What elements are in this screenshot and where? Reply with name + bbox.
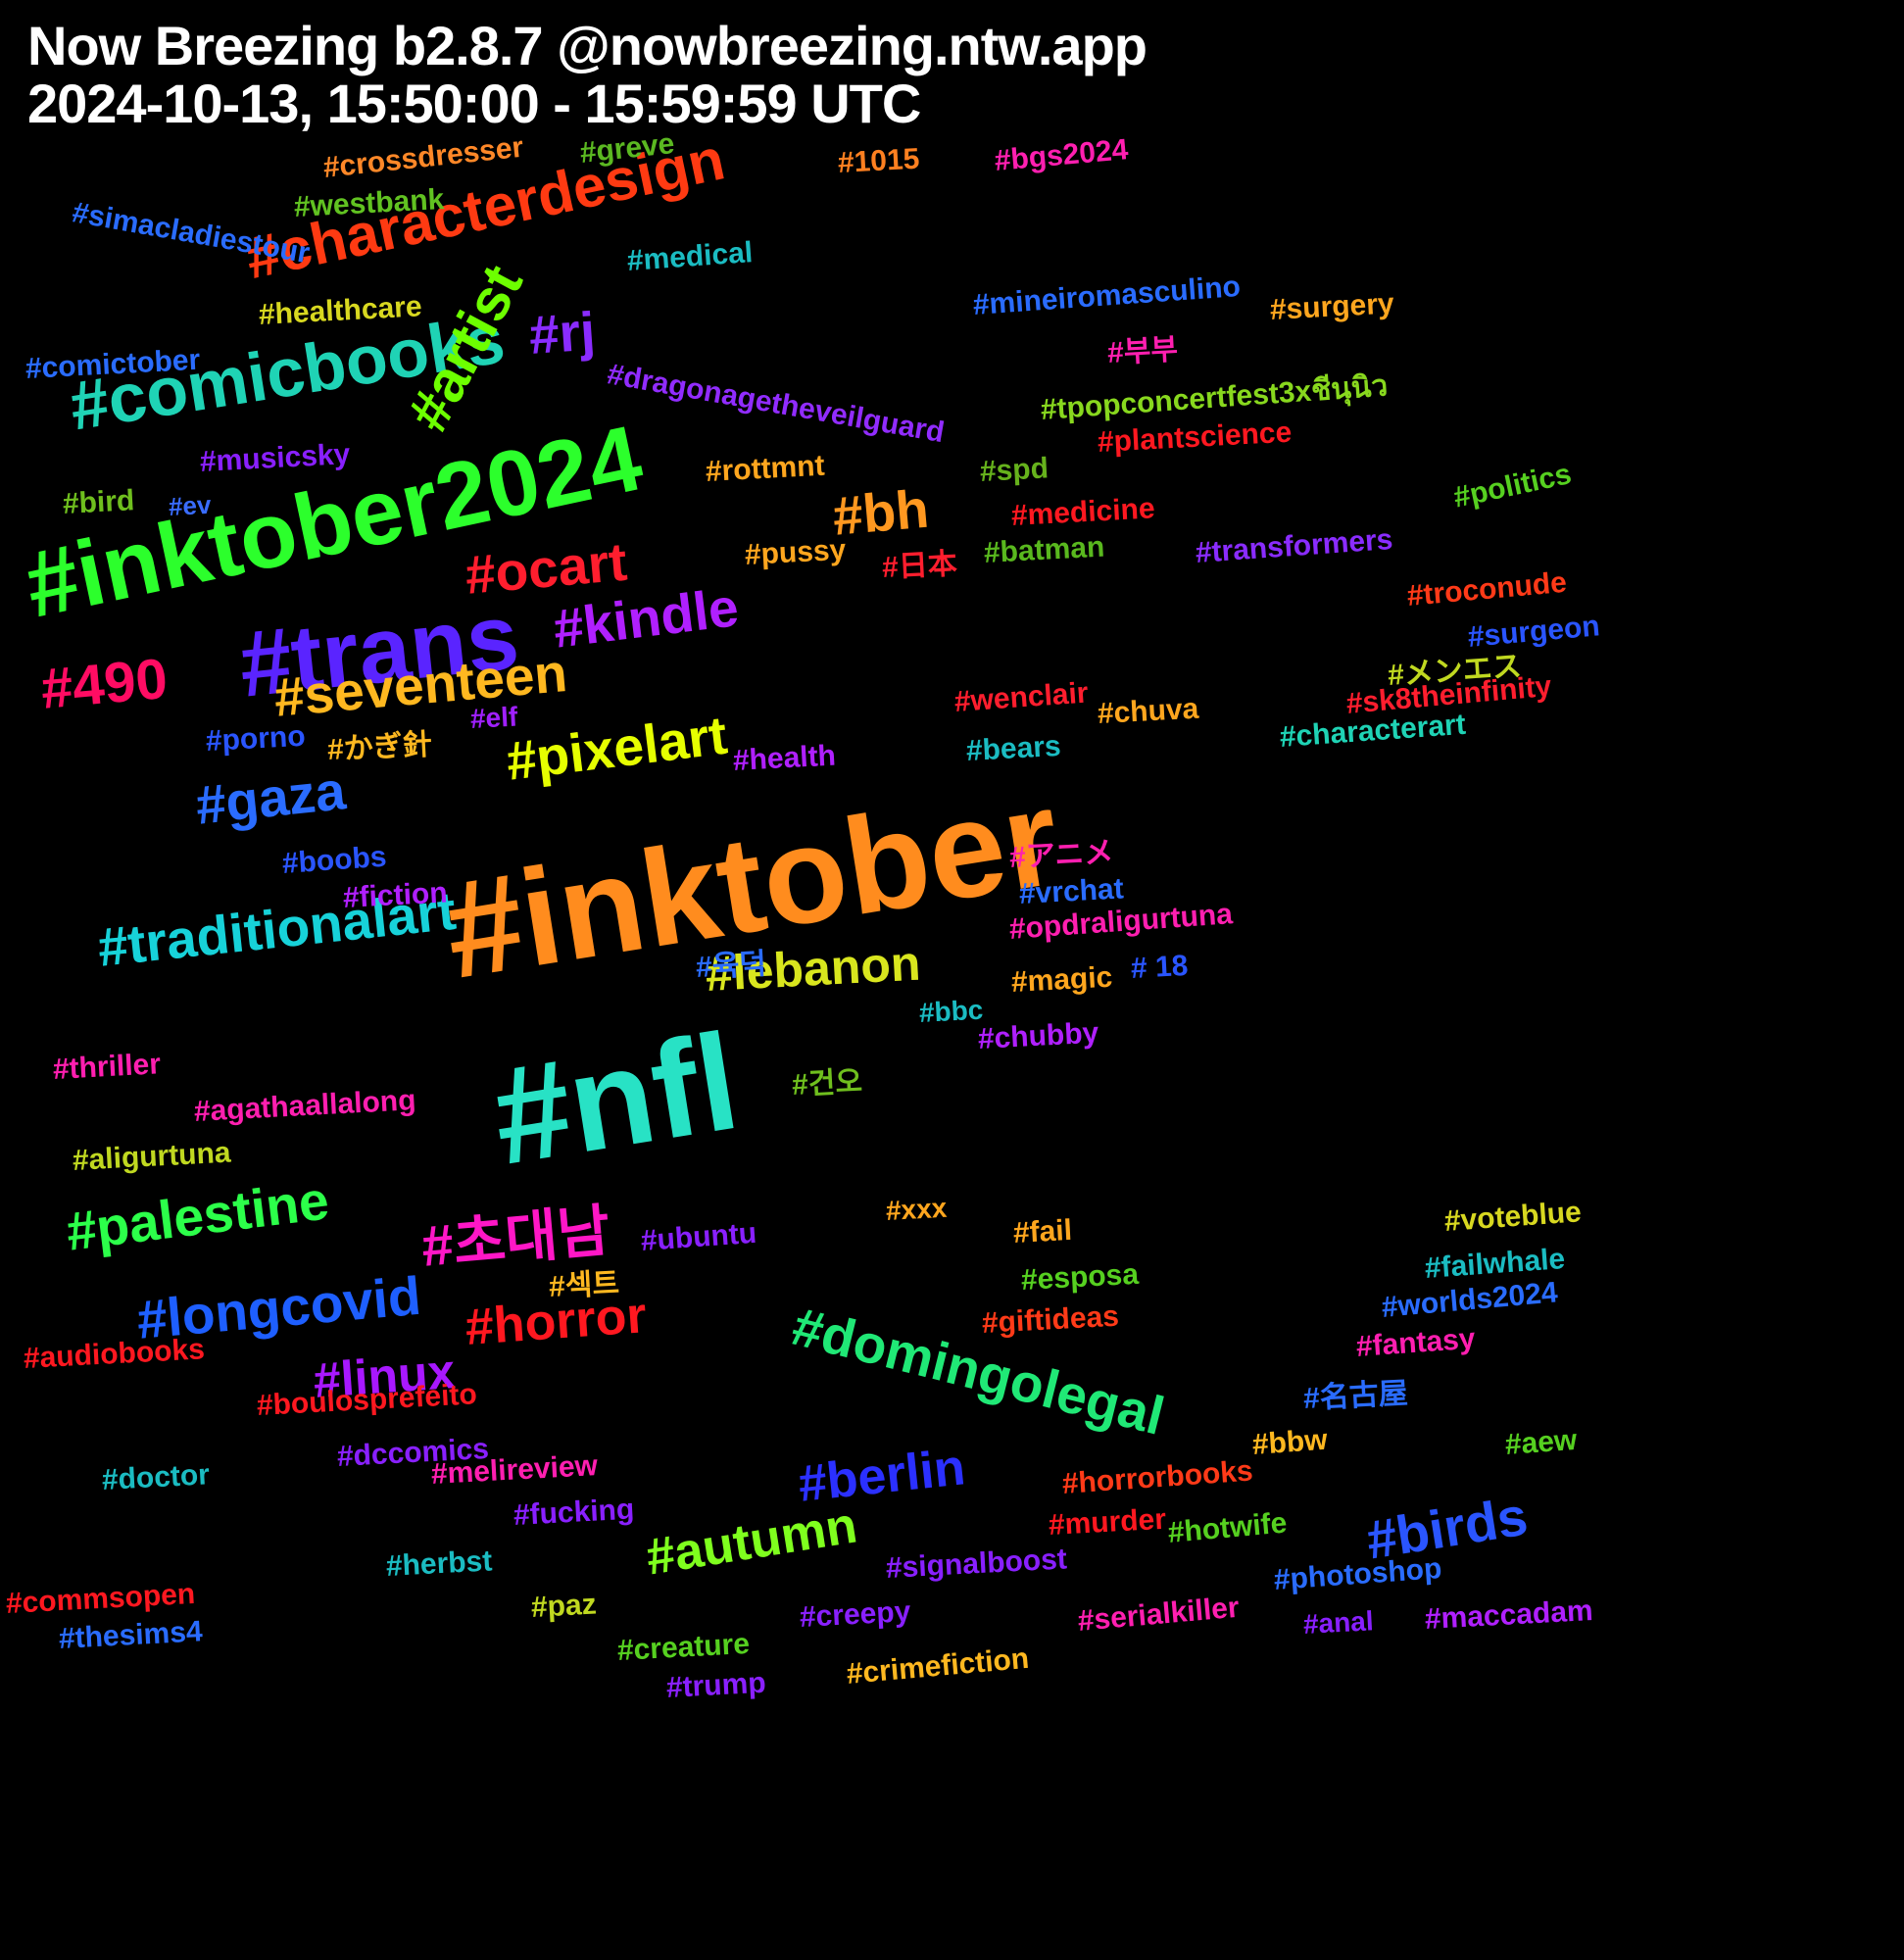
hashtag-word: #voteblue — [1443, 1196, 1583, 1239]
hashtag-word: #chubby — [977, 1017, 1099, 1056]
hashtag-word: #490 — [38, 646, 170, 722]
hashtag-word: #chuva — [1097, 693, 1199, 731]
hashtag-word: #photoshop — [1273, 1552, 1443, 1597]
hashtag-word: #bbc — [918, 995, 984, 1029]
hashtag-word: #bgs2024 — [994, 133, 1130, 178]
hashtag-word: #bears — [965, 730, 1061, 768]
hashtag-word: #aligurtuna — [72, 1137, 231, 1178]
hashtag-word: #medical — [626, 236, 754, 278]
header-block: Now Breezing b2.8.7 @nowbreezing.ntw.app… — [27, 18, 1147, 133]
hashtag-word: #creepy — [799, 1595, 911, 1635]
hashtag-word: #signalboost — [885, 1543, 1068, 1586]
hashtag-word: #mineiromasculino — [972, 270, 1242, 322]
hashtag-word: #pixelart — [503, 704, 730, 793]
hashtag-word: #paz — [530, 1589, 597, 1625]
hashtag-word: #porno — [205, 720, 306, 759]
hashtag-word: #giftideas — [981, 1300, 1120, 1341]
hashtag-word: # 18 — [1130, 950, 1189, 986]
hashtag-word: #trump — [665, 1667, 766, 1705]
hashtag-word: #audiobooks — [23, 1333, 206, 1376]
hashtag-word: #1015 — [837, 143, 920, 180]
hashtag-word: #アニメ — [1008, 827, 1114, 875]
hashtag-word: #herbst — [385, 1544, 493, 1584]
wordcloud-canvas: Now Breezing b2.8.7 @nowbreezing.ntw.app… — [0, 0, 1904, 1960]
hashtag-word: #horrorbooks — [1061, 1454, 1254, 1501]
hashtag-word: #commsopen — [5, 1578, 196, 1621]
hashtag-word: #characterart — [1279, 709, 1467, 755]
hashtag-word: #troconude — [1406, 566, 1569, 613]
hashtag-word: #bbw — [1251, 1424, 1329, 1462]
hashtag-word: #xxx — [885, 1193, 948, 1227]
hashtag-word: #hotwife — [1167, 1506, 1289, 1549]
hashtag-word: #esposa — [1020, 1258, 1140, 1298]
hashtag-word: #섹트 — [548, 1258, 620, 1305]
hashtag-word: #fail — [1012, 1214, 1073, 1250]
hashtag-word: #creature — [616, 1628, 751, 1668]
header-line-1: Now Breezing b2.8.7 @nowbreezing.ntw.app — [27, 18, 1147, 75]
hashtag-word: #fiction — [342, 876, 448, 915]
hashtag-word: #anal — [1302, 1605, 1374, 1641]
hashtag-word: #boulosprefeito — [256, 1378, 477, 1423]
hashtag-word: #bird — [62, 484, 135, 521]
hashtag-word: #rj — [527, 299, 598, 367]
hashtag-word: #bh — [830, 477, 931, 548]
hashtag-word: #fantasy — [1355, 1323, 1477, 1364]
hashtag-word: #ev — [168, 490, 212, 522]
hashtag-word: #日本 — [881, 539, 958, 586]
hashtag-word: #gaza — [193, 759, 349, 837]
hashtag-word: #ubuntu — [640, 1217, 757, 1258]
hashtag-word: #fucking — [513, 1494, 635, 1533]
hashtag-word: #dragonagetheveilguard — [605, 358, 947, 450]
hashtag-word: #pussy — [744, 534, 847, 572]
hashtag-word: #surgery — [1269, 287, 1394, 327]
hashtag-word: #serialkiller — [1077, 1592, 1241, 1639]
hashtag-word: #かぎ針 — [326, 719, 433, 768]
hashtag-word: #medicine — [1010, 492, 1155, 533]
hashtag-word: #crimefiction — [846, 1642, 1031, 1691]
hashtag-word: #maccadam — [1424, 1594, 1593, 1637]
hashtag-word: #murder — [1048, 1503, 1167, 1543]
hashtag-word: #palestine — [63, 1168, 332, 1262]
header-line-2: 2024-10-13, 15:50:00 - 15:59:59 UTC — [27, 75, 1147, 133]
hashtag-word: #transformers — [1195, 523, 1394, 570]
hashtag-word: #politics — [1450, 458, 1574, 515]
hashtag-word: #건오 — [791, 1056, 863, 1103]
hashtag-word: #boobs — [281, 841, 388, 881]
hashtag-word: #aew — [1504, 1424, 1579, 1462]
hashtag-word: #wenclair — [953, 677, 1090, 719]
hashtag-word: #elf — [469, 701, 518, 734]
hashtag-word: #health — [732, 740, 837, 778]
hashtag-word: #nfl — [482, 1002, 748, 1197]
hashtag-word: #worlds2024 — [1381, 1276, 1559, 1325]
hashtag-word: #rottmnt — [705, 450, 825, 489]
hashtag-word: #부부 — [1106, 324, 1179, 371]
hashtag-word: #doctor — [101, 1458, 211, 1497]
hashtag-word: #batman — [983, 531, 1105, 570]
hashtag-word: #thesims4 — [58, 1615, 203, 1656]
hashtag-word: #agathaallalong — [193, 1084, 416, 1129]
hashtag-word: #名古屋 — [1302, 1368, 1409, 1417]
hashtag-word: #thriller — [52, 1048, 162, 1087]
hashtag-word: #육덕 — [695, 939, 767, 986]
hashtag-word: #spd — [979, 452, 1050, 489]
hashtag-word: #autumn — [642, 1495, 860, 1587]
hashtag-word: #magic — [1010, 961, 1113, 1000]
hashtag-word: #simacladiestour — [70, 196, 312, 270]
